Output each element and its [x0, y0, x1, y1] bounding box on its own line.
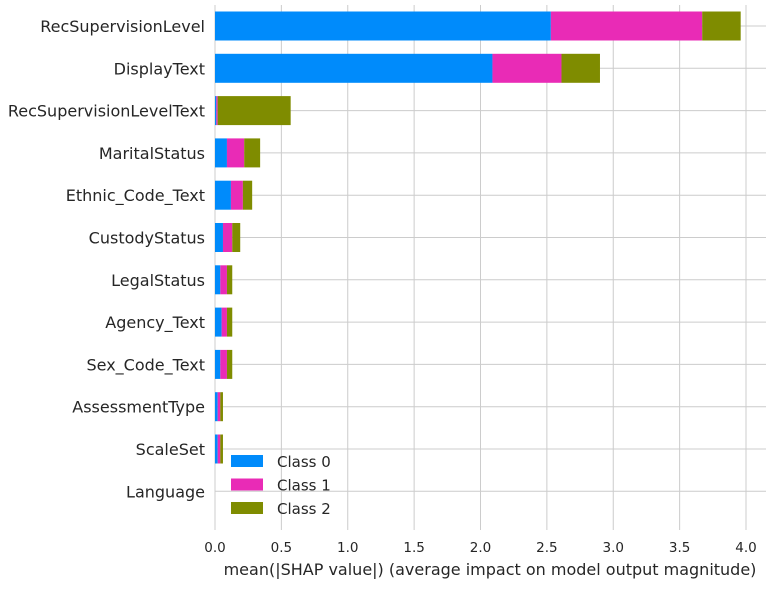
bar-Sex_Code_Text-class-0	[215, 349, 221, 379]
bar-ScaleSet-class-0	[215, 434, 218, 464]
bar-DisplayText-class-2	[561, 53, 600, 83]
category-label-7: Agency_Text	[105, 313, 205, 333]
bar-Ethnic_Code_Text-class-0	[215, 180, 231, 210]
bar-RecSupervisionLevelText-class-0	[215, 96, 217, 126]
bar-ScaleSet-class-2	[220, 434, 223, 464]
bar-RecSupervisionLevelText-class-1	[216, 96, 218, 126]
bar-Agency_Text-class-1	[221, 307, 227, 337]
category-label-2: RecSupervisionLevelText	[8, 102, 205, 121]
category-label-6: LegalStatus	[111, 271, 205, 290]
bar-Ethnic_Code_Text-class-1	[230, 180, 243, 210]
legend-swatch-class-0	[231, 455, 263, 467]
bar-RecSupervisionLevel-class-0	[215, 11, 551, 41]
bar-LegalStatus-class-1	[220, 265, 227, 295]
bar-DisplayText-class-0	[215, 53, 493, 83]
bar-Sex_Code_Text-class-1	[220, 349, 227, 379]
legend-swatch-class-2	[231, 502, 263, 514]
bar-MaritalStatus-class-1	[226, 138, 245, 168]
x-tick-label-6: 3.0	[603, 540, 624, 556]
category-label-11: Language	[126, 482, 205, 501]
x-tick-label-1: 0.5	[271, 540, 292, 556]
bar-RecSupervisionLevelText-class-2	[217, 96, 291, 126]
bar-LegalStatus-class-2	[226, 265, 233, 295]
x-tick-label-0: 0.0	[204, 540, 225, 556]
category-label-9: AssessmentType	[72, 398, 205, 417]
x-tick-label-4: 2.0	[470, 540, 491, 556]
bar-Sex_Code_Text-class-2	[226, 349, 233, 379]
bar-CustodyStatus-class-2	[232, 223, 241, 252]
category-label-5: CustodyStatus	[89, 229, 205, 248]
x-axis-title: mean(|SHAP value|) (average impact on mo…	[224, 560, 757, 579]
category-label-4: Ethnic_Code_Text	[66, 186, 205, 206]
category-labels: RecSupervisionLevel DisplayText RecSupervi…	[8, 17, 205, 501]
grid-layer	[214, 5, 766, 530]
bar-AssessmentType-class-0	[215, 392, 218, 422]
bar-Ethnic_Code_Text-class-2	[242, 180, 253, 210]
bar-Agency_Text-class-0	[215, 307, 222, 337]
x-tick-label-5: 2.5	[536, 540, 557, 556]
bars-layer	[215, 11, 741, 464]
bar-CustodyStatus-class-0	[215, 223, 223, 252]
category-label-8: Sex_Code_Text	[86, 355, 205, 375]
bar-CustodyStatus-class-1	[222, 223, 233, 252]
category-label-10: ScaleSet	[136, 440, 205, 459]
bar-AssessmentType-class-1	[217, 392, 221, 422]
x-axis-ticks: 0.0 0.5 1.0 1.5 2.0 2.5 3.0 3.5 4.0	[204, 540, 756, 556]
legend-label-class-0: Class 0	[277, 453, 331, 471]
bar-ScaleSet-class-1	[217, 434, 221, 464]
legend-label-class-1: Class 1	[277, 477, 331, 495]
x-tick-label-7: 3.5	[669, 540, 690, 556]
legend-label-class-2: Class 2	[277, 500, 331, 518]
bar-LegalStatus-class-0	[215, 265, 221, 295]
legend-swatch-class-1	[231, 478, 263, 491]
bar-DisplayText-class-1	[492, 53, 562, 83]
bar-MaritalStatus-class-2	[244, 138, 261, 168]
bar-MaritalStatus-class-0	[215, 138, 227, 168]
bar-AssessmentType-class-2	[220, 392, 223, 422]
category-label-3: MaritalStatus	[99, 144, 205, 163]
x-tick-label-3: 1.5	[403, 540, 424, 556]
bar-RecSupervisionLevel-class-1	[550, 11, 703, 41]
bar-RecSupervisionLevel-class-2	[702, 11, 741, 41]
legend: Class 0 Class 1 Class 2	[231, 453, 331, 518]
x-tick-label-8: 4.0	[735, 540, 756, 556]
bar-Agency_Text-class-2	[226, 307, 233, 337]
category-label-0: RecSupervisionLevel	[40, 17, 205, 36]
category-label-1: DisplayText	[114, 59, 205, 78]
x-tick-label-2: 1.0	[337, 540, 358, 556]
